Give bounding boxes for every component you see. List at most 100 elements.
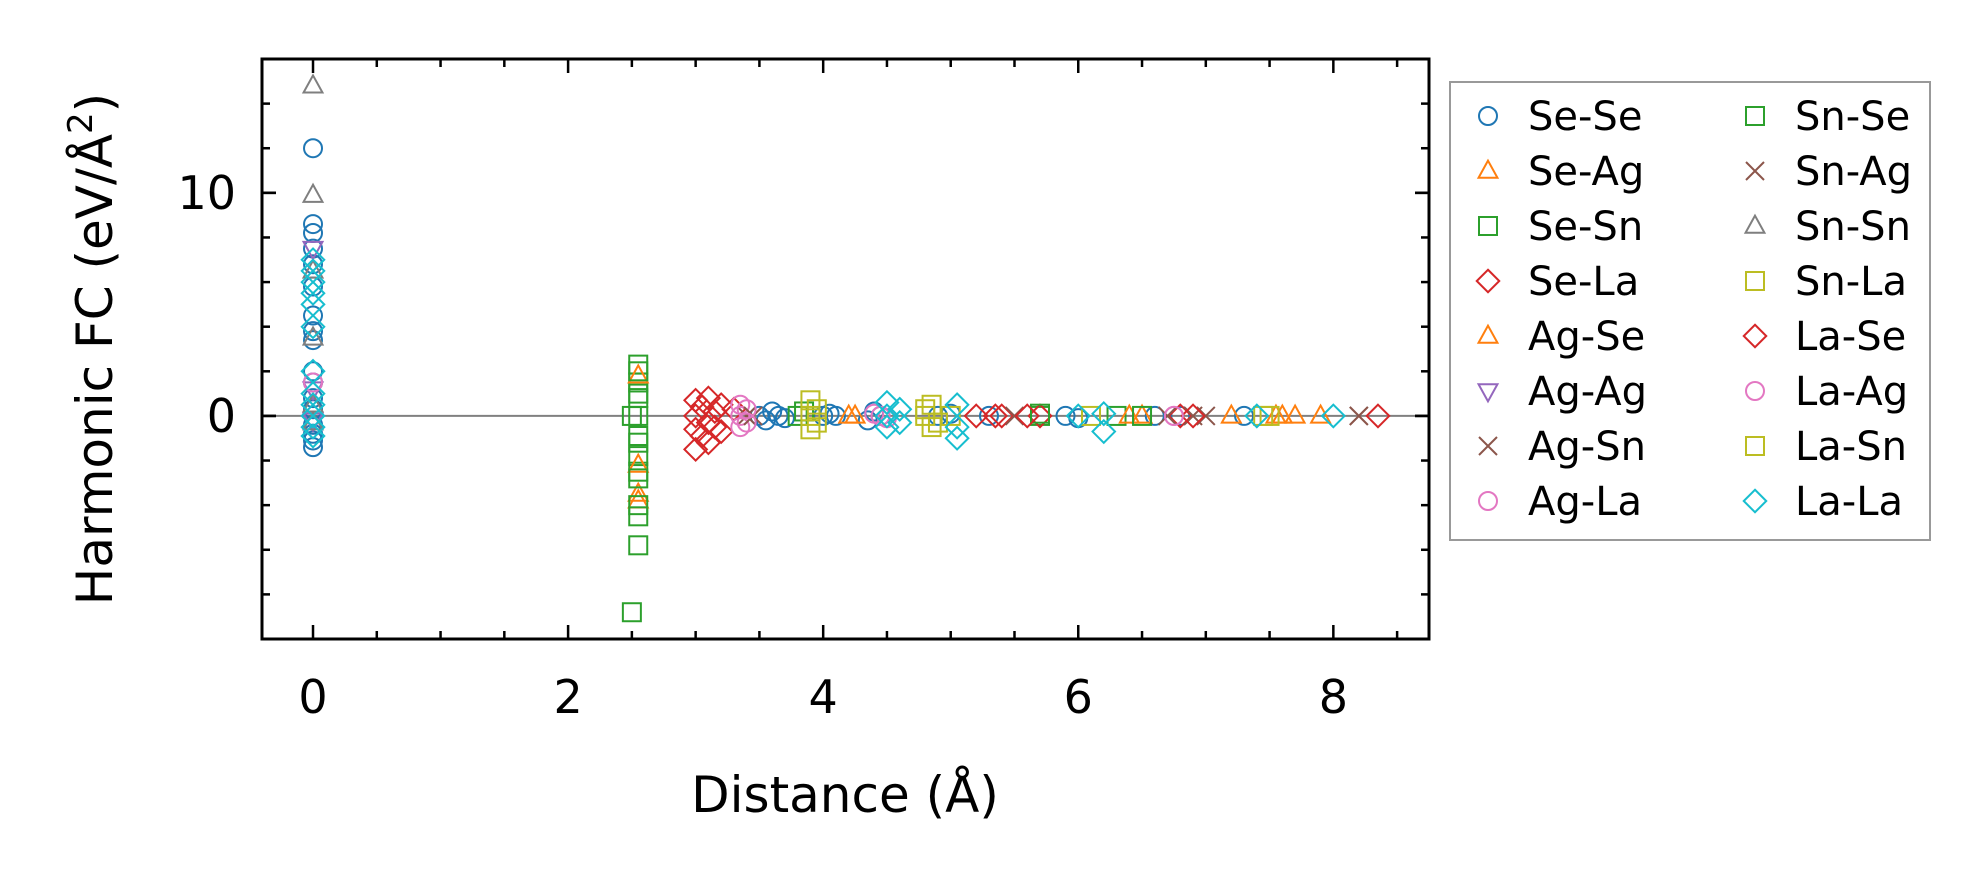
x-tick-label: 8 [1319, 670, 1348, 724]
legend-label-ag-sn: Ag-Sn [1528, 424, 1646, 470]
legend-label-ag-la: Ag-La [1528, 479, 1642, 525]
point-se-se [1055, 405, 1076, 426]
point-la-la [1091, 401, 1117, 427]
y-tick-labels: 0 10 [177, 166, 236, 443]
point-se-ag [1130, 403, 1154, 424]
legend-label-se-sn: Se-Sn [1528, 204, 1643, 250]
point-se-se [303, 214, 324, 235]
point-la-la [944, 414, 970, 440]
point-ag-la [730, 394, 751, 415]
point-la-sn [1253, 405, 1274, 426]
point-sn-se [628, 495, 649, 516]
legend-label-sn-sn: Sn-Sn [1795, 204, 1911, 250]
legend-marker-se-sn [1478, 216, 1498, 236]
point-la-la [300, 423, 326, 449]
point-ag-la [730, 405, 751, 426]
point-se-la [1027, 403, 1053, 429]
x-tick-label: 6 [1064, 670, 1093, 724]
legend-marker-la-sn [1745, 436, 1765, 456]
y-axis-label-close: ) [66, 93, 124, 113]
point-la-la [874, 414, 900, 440]
y-axis-label-sup: 2 [61, 112, 101, 134]
point-se-ag [1264, 403, 1288, 424]
point-la-sn [806, 412, 827, 433]
legend-marker-ag-se [1476, 323, 1500, 344]
data-points [300, 73, 1391, 623]
point-se-se [303, 305, 324, 326]
point-ag-se [1271, 403, 1294, 424]
point-la-se [689, 394, 715, 420]
point-se-se [303, 138, 324, 159]
point-se-se [749, 405, 770, 426]
legend-marker-se-se [1478, 106, 1498, 126]
point-se-se [1144, 405, 1165, 426]
point-se-sn [787, 405, 808, 426]
y-axis-label: Harmonic FC (eV/Å2) [61, 93, 124, 605]
point-se-se [303, 254, 324, 275]
legend-marker-se-la [1475, 268, 1501, 294]
point-ag-se [627, 481, 650, 502]
x-tick-label: 4 [809, 670, 838, 724]
plot-frame [260, 57, 1431, 641]
point-la-se [702, 414, 728, 440]
point-sn-ag [1349, 406, 1369, 426]
point-la-la [1244, 403, 1270, 429]
point-sn-se [1030, 403, 1050, 424]
point-se-sn [628, 506, 649, 527]
point-se-se [303, 321, 324, 342]
legend-marker-ag-ag [1476, 383, 1500, 404]
legend-label-ag-se: Ag-Se [1528, 314, 1645, 360]
legend-label-la-la: La-La [1795, 479, 1903, 525]
legend-marker-ag-la [1478, 491, 1498, 511]
point-sn-sn [301, 73, 325, 94]
point-sn-se [621, 405, 642, 426]
legend-marker-sn-la [1745, 271, 1765, 291]
point-la-la [300, 414, 326, 440]
point-sn-se [628, 432, 649, 453]
point-se-la [963, 403, 989, 429]
point-ag-sn [1157, 406, 1178, 426]
legend-label-ag-ag: Ag-Ag [1528, 369, 1647, 415]
point-sn-sn [301, 182, 325, 203]
point-la-la [944, 425, 970, 451]
y-axis-label-main: Harmonic FC (eV/Å [66, 134, 124, 605]
point-sn-sn [301, 325, 325, 346]
point-sn-la [940, 405, 961, 426]
point-ag-se [627, 452, 650, 473]
axis-ticks [262, 59, 1429, 641]
legend-marker-ag-sn [1478, 436, 1498, 456]
point-se-ag [1309, 403, 1332, 424]
point-se-se [303, 330, 324, 351]
point-se-se [303, 361, 324, 382]
point-se-la [1167, 403, 1193, 429]
point-se-la [708, 418, 734, 445]
x-tick-labels: 0 2 4 6 8 [298, 670, 1348, 724]
point-se-se [978, 405, 999, 426]
point-sn-la [800, 405, 821, 426]
x-tick-label: 0 [298, 670, 327, 724]
legend-label-sn-la: Sn-La [1795, 259, 1907, 305]
point-la-la [1065, 403, 1091, 429]
point-se-ag [1220, 403, 1243, 424]
legend-label-la-ag: La-Ag [1795, 369, 1908, 415]
legend-marker-la-se [1742, 323, 1768, 349]
point-sn-ag [1004, 406, 1025, 426]
point-sn-se [628, 383, 649, 404]
legend-label-la-sn: La-Sn [1795, 424, 1907, 470]
legend-label-se-se: Se-Se [1528, 94, 1642, 140]
point-la-ag [1163, 405, 1184, 426]
point-se-la [695, 385, 722, 411]
point-ag-ag [301, 240, 325, 262]
point-se-se [825, 405, 846, 426]
point-sn-la [1081, 405, 1102, 426]
point-la-la [300, 280, 326, 306]
x-tick-label: 2 [553, 670, 582, 724]
point-la-la [887, 409, 913, 436]
point-la-ag [864, 403, 885, 424]
point-se-se [303, 388, 324, 409]
point-la-sn [915, 399, 936, 420]
legend-label-sn-se: Sn-Se [1795, 94, 1910, 140]
point-se-se [762, 401, 783, 422]
legend-marker-sn-se [1745, 106, 1765, 126]
